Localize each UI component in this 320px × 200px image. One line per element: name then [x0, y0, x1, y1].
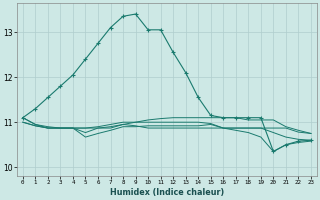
X-axis label: Humidex (Indice chaleur): Humidex (Indice chaleur) — [110, 188, 224, 197]
